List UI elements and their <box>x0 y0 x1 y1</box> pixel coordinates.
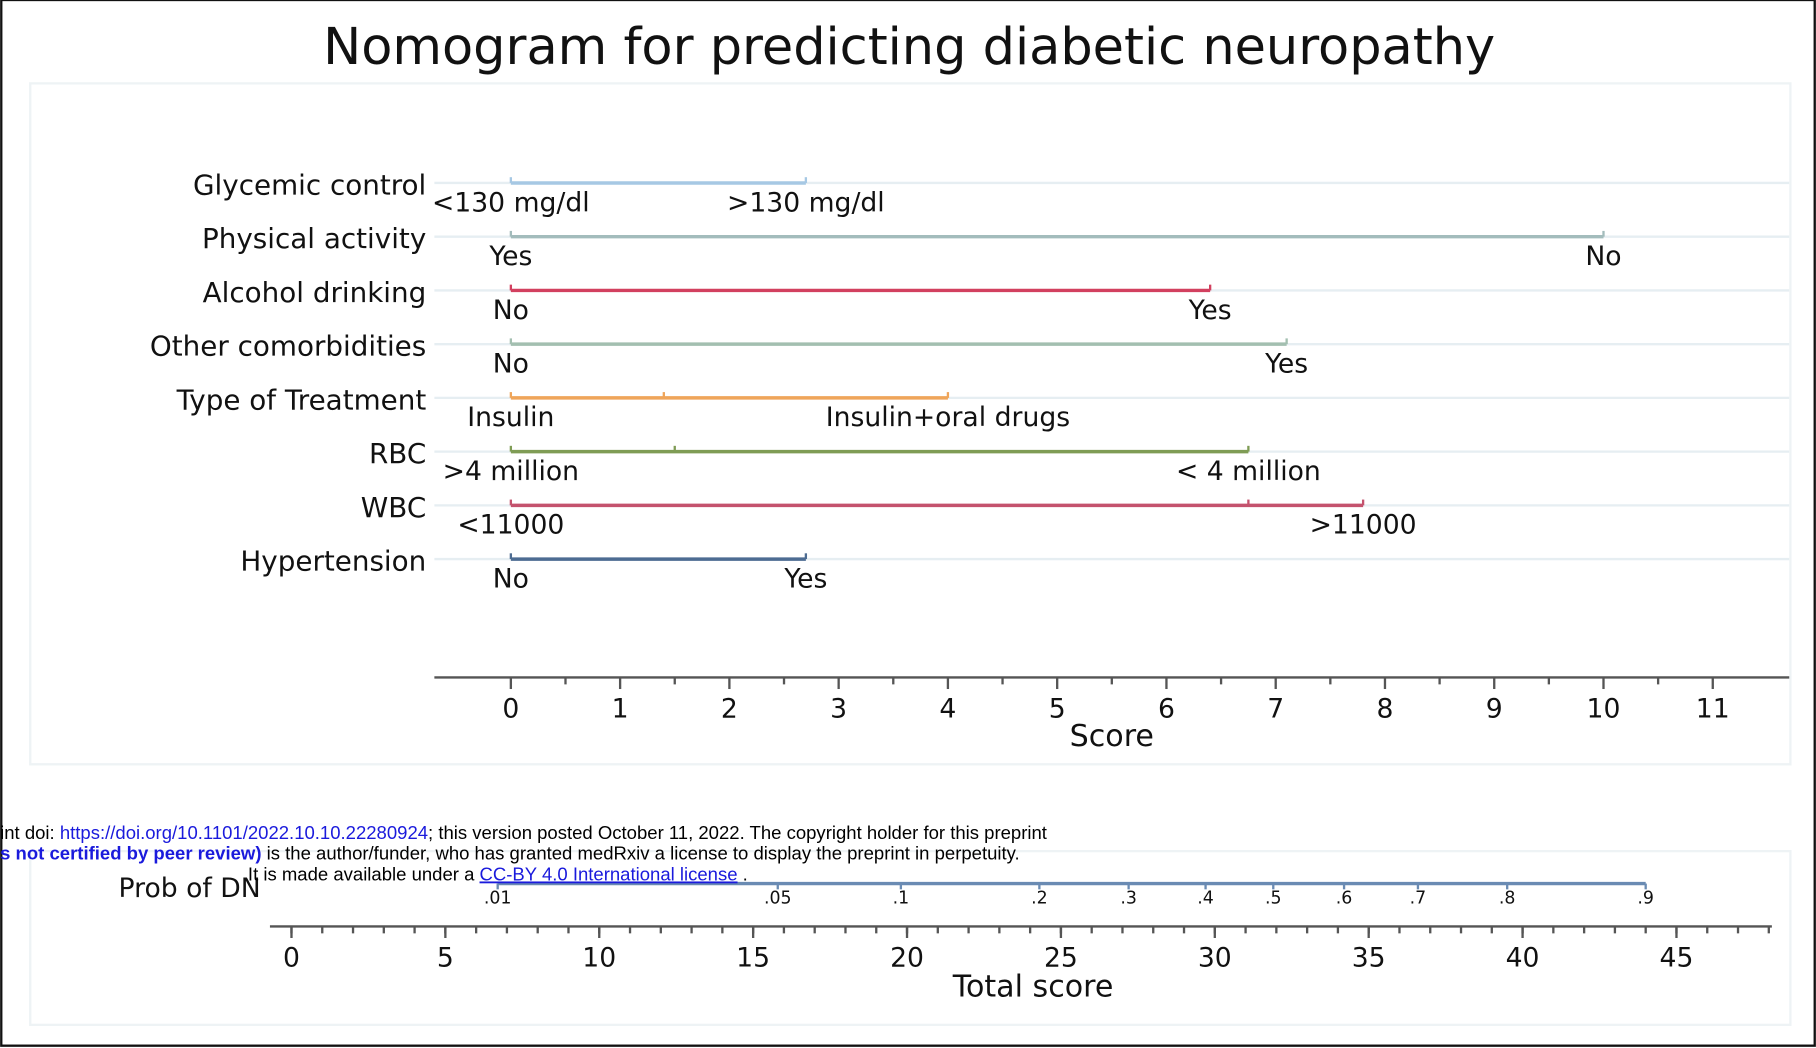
total-tick-label: 15 <box>736 942 770 973</box>
probability-tick-label: .7 <box>1410 889 1427 909</box>
score-tick-label: 0 <box>502 693 519 724</box>
watermark-line: s not certified by peer review) is the a… <box>0 843 1020 864</box>
level-label: No <box>493 349 529 380</box>
score-tick-label: 11 <box>1696 693 1730 724</box>
probability-tick-label: .4 <box>1197 889 1214 909</box>
level-label: < 4 million <box>1176 456 1321 487</box>
chart-title: Nomogram for predicting diabetic neuropa… <box>323 18 1495 77</box>
total-axis-label: Total score <box>952 969 1114 1004</box>
variable-name: Physical activity <box>202 222 426 255</box>
probability-name: Prob of DN <box>119 873 261 904</box>
variable-name: Alcohol drinking <box>203 276 427 309</box>
level-label: <130 mg/dl <box>432 187 590 218</box>
level-label: >4 million <box>443 456 579 487</box>
level-label: Insulin+oral drugs <box>826 402 1070 433</box>
total-tick-label: 0 <box>283 942 300 973</box>
probability-tick-label: .1 <box>893 889 910 909</box>
variable-name: Hypertension <box>240 545 426 578</box>
score-tick-label: 10 <box>1587 693 1621 724</box>
watermark-text: s not certified by peer review) <box>0 843 261 864</box>
score-tick-label: 6 <box>1158 693 1175 724</box>
score-tick-label: 2 <box>721 693 738 724</box>
score-tick-label: 9 <box>1486 693 1503 724</box>
variable-name: WBC <box>361 491 426 524</box>
probability-tick-label: .3 <box>1120 889 1137 909</box>
score-tick-label: 3 <box>830 693 847 724</box>
total-tick-label: 25 <box>1044 942 1078 973</box>
total-tick-label: 30 <box>1198 942 1232 973</box>
watermark-line: It is made available under a CC-BY 4.0 I… <box>248 863 748 884</box>
level-label: Insulin <box>467 402 554 433</box>
level-label: >11000 <box>1310 510 1417 541</box>
total-tick-label: 40 <box>1506 942 1540 973</box>
variable-name: Type of Treatment <box>176 383 427 416</box>
score-tick-label: 8 <box>1376 693 1393 724</box>
probability-tick-label: .9 <box>1637 889 1654 909</box>
probability-tick-label: .05 <box>764 889 792 909</box>
probability-tick-label: .5 <box>1265 889 1282 909</box>
level-label: No <box>493 563 529 594</box>
level-label: Yes <box>488 241 532 272</box>
probability-tick-label: .8 <box>1499 889 1516 909</box>
total-tick-label: 10 <box>582 942 616 973</box>
panel <box>29 82 1792 766</box>
score-tick-label: 7 <box>1267 693 1284 724</box>
watermark-link[interactable]: CC-BY 4.0 International license <box>480 863 738 884</box>
probability-tick-label: .6 <box>1336 889 1353 909</box>
watermark-link[interactable]: https://doi.org/10.1101/2022.10.10.22280… <box>60 822 428 843</box>
variable-name: Glycemic control <box>193 168 426 201</box>
level-label: Yes <box>1188 295 1232 326</box>
probability-tick-label: .01 <box>484 889 512 909</box>
watermark-text: ; this version posted October 11, 2022. … <box>428 822 1048 843</box>
watermark: int doi: https://doi.org/10.1101/2022.10… <box>0 822 1048 885</box>
total-tick-label: 5 <box>437 942 454 973</box>
total-tick-label: 20 <box>890 942 924 973</box>
watermark-text: It is made available under a <box>248 863 480 884</box>
score-axis-label: Score <box>1070 719 1154 754</box>
total-tick-label: 35 <box>1352 942 1386 973</box>
variable-name: RBC <box>369 437 426 470</box>
level-label: >130 mg/dl <box>727 187 885 218</box>
score-tick-label: 1 <box>612 693 629 724</box>
watermark-text: is the author/funder, who has granted me… <box>261 843 1019 864</box>
total-tick-label: 45 <box>1660 942 1694 973</box>
score-tick-label: 4 <box>939 693 956 724</box>
level-label: Yes <box>1264 349 1308 380</box>
variable-name: Other comorbidities <box>150 330 426 363</box>
level-label: Yes <box>783 563 827 594</box>
level-label: <11000 <box>457 510 564 541</box>
score-tick-label: 5 <box>1049 693 1066 724</box>
watermark-line: int doi: https://doi.org/10.1101/2022.10… <box>0 822 1048 843</box>
level-label: No <box>1585 241 1621 272</box>
watermark-text: . <box>738 863 748 884</box>
level-label: No <box>493 295 529 326</box>
panel <box>29 849 1792 1026</box>
watermark-text: int doi: <box>0 822 60 843</box>
probability-tick-label: .2 <box>1031 889 1048 909</box>
